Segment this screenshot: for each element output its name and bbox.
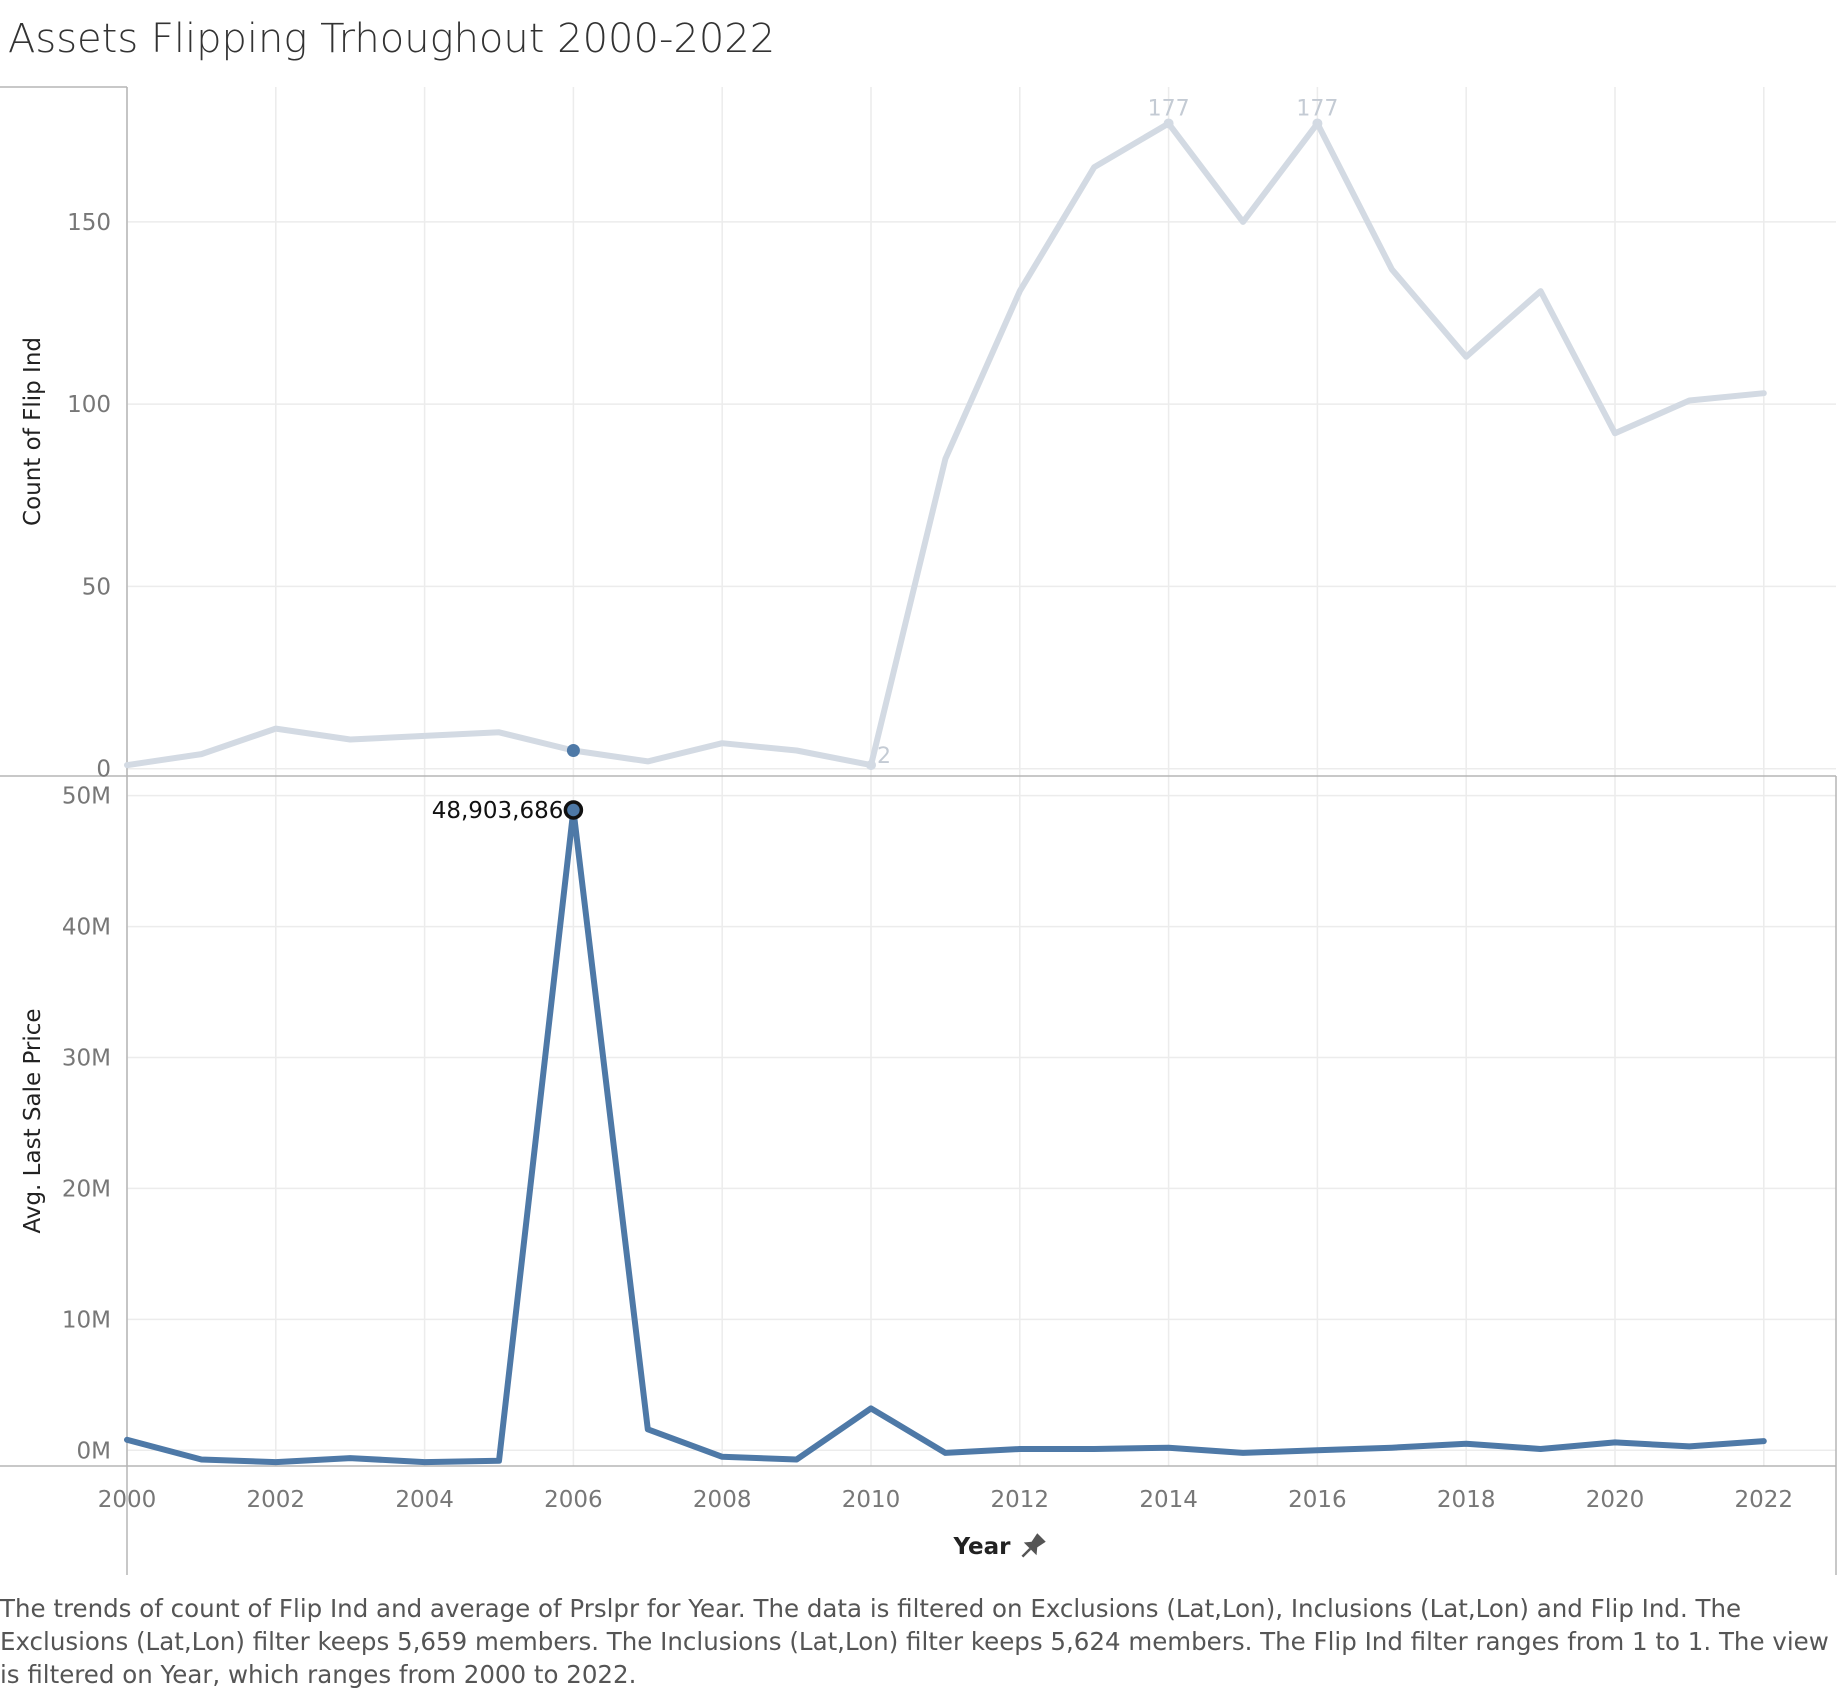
x-tick-label: 2000 bbox=[98, 1487, 157, 1513]
y-tick-label: 40M bbox=[62, 915, 111, 941]
y-tick-label: 30M bbox=[62, 1045, 111, 1071]
data-point bbox=[793, 746, 801, 754]
x-tick-label: 2018 bbox=[1437, 1487, 1496, 1513]
data-point bbox=[793, 1455, 801, 1463]
series-line bbox=[124, 120, 1767, 769]
marks-layer bbox=[123, 118, 1768, 1466]
y-tick-label: 10M bbox=[62, 1307, 111, 1333]
x-tick-label: 2012 bbox=[991, 1487, 1050, 1513]
x-tick-label: 2022 bbox=[1735, 1487, 1794, 1513]
data-point bbox=[197, 1455, 205, 1463]
y-tick-label: 20M bbox=[62, 1176, 111, 1202]
data-point bbox=[123, 761, 131, 769]
data-point bbox=[941, 1449, 949, 1457]
y-tick-label: 0M bbox=[77, 1438, 111, 1464]
data-point bbox=[1388, 1444, 1396, 1452]
lines-layer bbox=[124, 120, 1767, 1466]
data-point bbox=[1090, 1445, 1098, 1453]
data-point bbox=[421, 1458, 429, 1466]
highlighted-point bbox=[563, 800, 584, 820]
data-label: 48,903,686 bbox=[432, 798, 564, 824]
x-axis-title: Year bbox=[952, 1534, 1011, 1560]
data-point bbox=[495, 728, 503, 736]
y-tick-label: 50 bbox=[82, 574, 111, 600]
data-point bbox=[1611, 429, 1619, 437]
x-tick-label: 2014 bbox=[1139, 1487, 1198, 1513]
label-point bbox=[1312, 118, 1323, 129]
y-tick-label: 150 bbox=[67, 210, 111, 236]
data-point bbox=[1016, 1445, 1024, 1453]
pin-icon[interactable] bbox=[1016, 1531, 1048, 1563]
data-point bbox=[123, 1436, 131, 1444]
frame-layer bbox=[0, 86, 1837, 1575]
data-point bbox=[421, 732, 429, 740]
data-point bbox=[272, 725, 280, 733]
data-point bbox=[1685, 397, 1693, 405]
data-point bbox=[1313, 1446, 1321, 1454]
labels-layer: 177 177 2 48,903,686 bbox=[432, 96, 1339, 824]
ticks-layer: 2000 2002 2004 2006 2008 2010 2012 2014 2016 2018… bbox=[20, 210, 1793, 1513]
x-tick-label: 2004 bbox=[395, 1487, 454, 1513]
data-point bbox=[718, 1453, 726, 1461]
data-point bbox=[1760, 389, 1768, 397]
data-point bbox=[644, 1425, 652, 1433]
y-axis-title: Count of Flip Ind bbox=[20, 337, 46, 526]
y-axis-title: Avg. Last Sale Price bbox=[20, 1008, 46, 1233]
x-tick-label: 2016 bbox=[1288, 1487, 1347, 1513]
x-tick-label: 2008 bbox=[693, 1487, 752, 1513]
series-line bbox=[124, 807, 1767, 1466]
data-point bbox=[718, 739, 726, 747]
label-point bbox=[1163, 118, 1174, 129]
data-point bbox=[1239, 1449, 1247, 1457]
chart-caption: The trends of count of Flip Ind and aver… bbox=[0, 1594, 1829, 1689]
data-point bbox=[346, 1454, 354, 1462]
data-point bbox=[1388, 265, 1396, 273]
data-point bbox=[272, 1458, 280, 1466]
data-point bbox=[1239, 218, 1247, 226]
data-point bbox=[495, 1457, 503, 1465]
highlighted-point bbox=[566, 743, 580, 757]
y-tick-label: 50M bbox=[62, 784, 111, 810]
chart-title: Assets Flipping Trhoughout 2000-2022 bbox=[8, 16, 776, 62]
data-point bbox=[1537, 1445, 1545, 1453]
data-point bbox=[1165, 1444, 1173, 1452]
data-point bbox=[1090, 163, 1098, 171]
data-point bbox=[1462, 353, 1470, 361]
data-point bbox=[197, 750, 205, 758]
data-point bbox=[1611, 1438, 1619, 1446]
data-point bbox=[867, 1404, 875, 1412]
data-point bbox=[1685, 1442, 1693, 1450]
data-point bbox=[1462, 1440, 1470, 1448]
data-point bbox=[1760, 1437, 1768, 1445]
x-tick-label: 2010 bbox=[842, 1487, 901, 1513]
data-label: 2 bbox=[877, 744, 891, 769]
data-point bbox=[941, 455, 949, 463]
data-point bbox=[346, 736, 354, 744]
label-point bbox=[866, 760, 876, 771]
x-tick-label: 2006 bbox=[544, 1487, 603, 1513]
data-label: 177 bbox=[1148, 96, 1190, 121]
data-point bbox=[644, 757, 652, 765]
data-point bbox=[1016, 287, 1024, 295]
x-tick-label: 2020 bbox=[1586, 1487, 1645, 1513]
data-point bbox=[1537, 287, 1545, 295]
x-tick-label: 2002 bbox=[247, 1487, 306, 1513]
data-label: 177 bbox=[1296, 96, 1338, 121]
y-tick-label: 100 bbox=[67, 392, 111, 418]
y-tick-label: 0 bbox=[96, 757, 111, 783]
